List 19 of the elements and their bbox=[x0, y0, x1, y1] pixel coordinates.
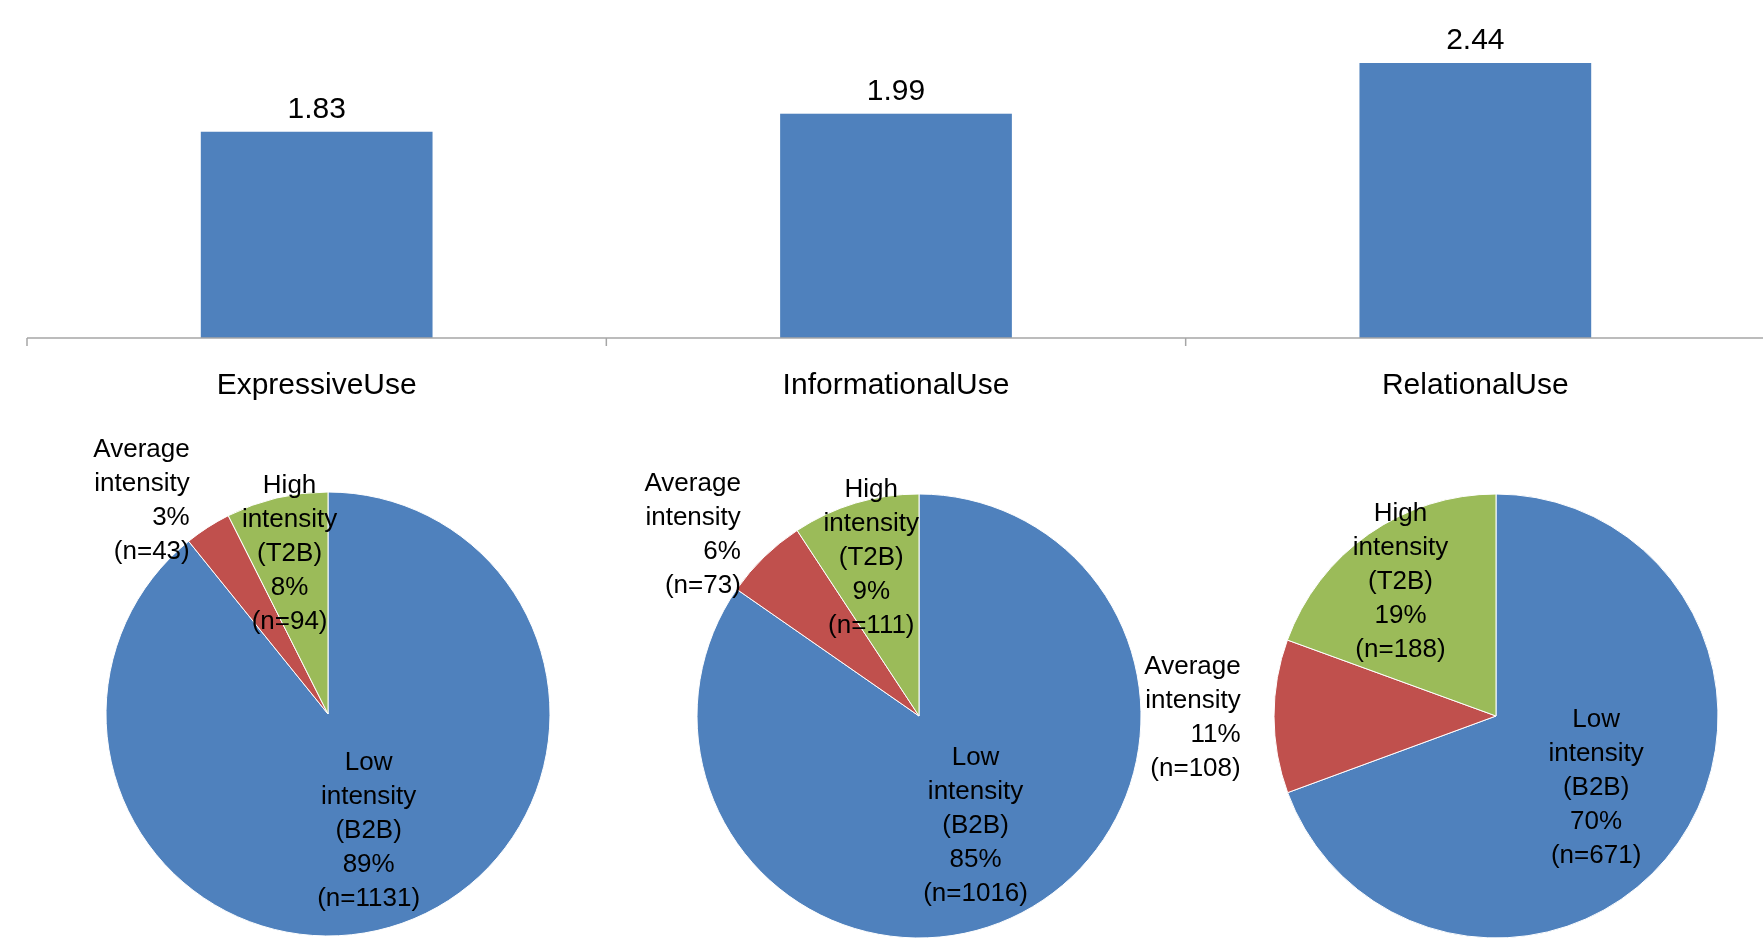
slice-label: Low intensity (B2B) bbox=[927, 741, 1024, 840]
data-label: 2.44 bbox=[1446, 22, 1505, 55]
x-tick-label: RelationalUse bbox=[1381, 367, 1569, 400]
data-label: 19% (n=188) bbox=[1355, 598, 1446, 663]
slice-label: High intensity (T2B) bbox=[823, 473, 919, 572]
slice-label: Average intensity bbox=[644, 467, 741, 532]
x-tick-label: InformationalUse bbox=[782, 367, 1010, 400]
data-label: 85% (n=1016) bbox=[923, 843, 1028, 908]
slice-label: Average intensity bbox=[93, 433, 190, 498]
slice-label: Low intensity (B2B) bbox=[320, 746, 417, 845]
data-label: 1.83 bbox=[287, 90, 346, 124]
slice-label: Low intensity (B2B) bbox=[1548, 702, 1644, 801]
data-label: 89% (n=1131) bbox=[317, 848, 421, 913]
data-label: 11% (n=108) bbox=[1150, 718, 1241, 783]
data-label: 6% (n=73) bbox=[664, 535, 741, 600]
x-tick-label: ExpressiveUse bbox=[216, 367, 417, 400]
data-label: 70% (n=671) bbox=[1550, 804, 1642, 869]
data-label: 1.99 bbox=[866, 72, 926, 106]
slice-label: Average intensity bbox=[1144, 650, 1241, 715]
